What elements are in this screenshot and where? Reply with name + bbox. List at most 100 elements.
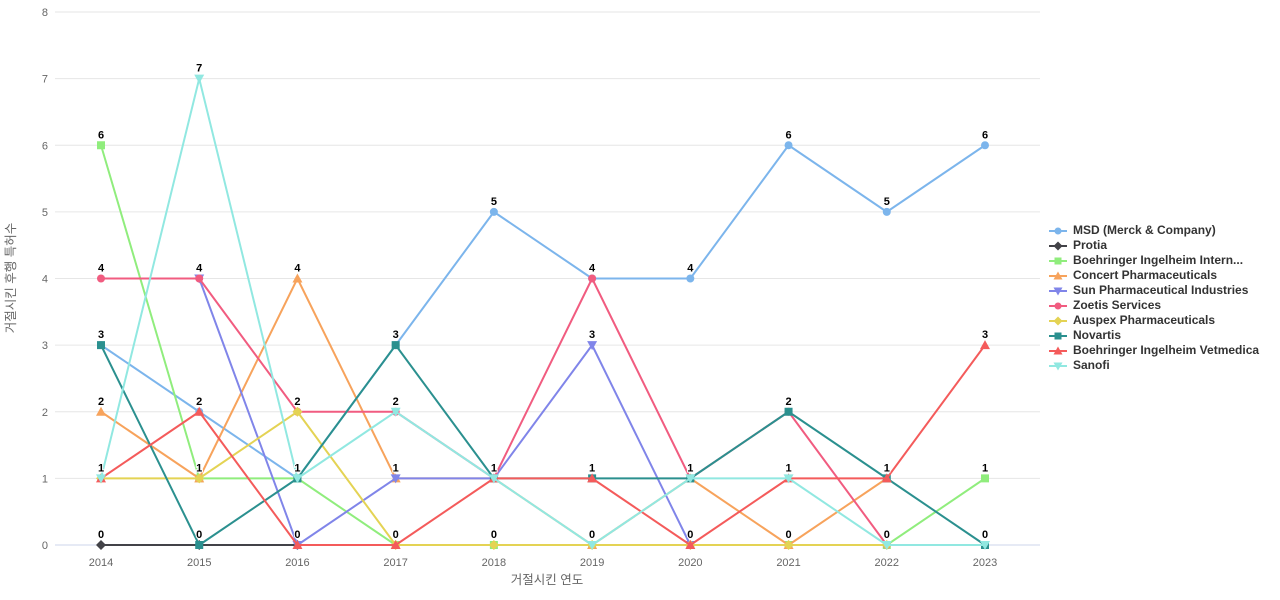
data-label: 0 <box>982 529 988 541</box>
legend-item-sun-pharmaceutical-industries[interactable]: Sun Pharmaceutical Industries <box>1048 283 1259 298</box>
triangle-marker-icon <box>1053 346 1063 354</box>
y-tick-label: 4 <box>42 274 48 286</box>
legend-label: Zoetis Services <box>1073 298 1162 312</box>
triangle-down-marker-icon <box>587 541 598 550</box>
y-axis-title: 거절시킨 후행 특허수 <box>3 223 18 333</box>
data-label: 1 <box>589 462 595 474</box>
triangle-marker-icon <box>587 473 598 483</box>
legend-item-concert-pharmaceuticals[interactable]: Concert Pharmaceuticals <box>1048 268 1259 283</box>
legend-item-boehringer-ingelheim-intern[interactable]: Boehringer Ingelheim Intern... <box>1048 253 1259 268</box>
legend-item-boehringer-ingelheim-vetmedica[interactable]: Boehringer Ingelheim Vetmedica <box>1048 343 1259 358</box>
legend-marker <box>1049 271 1067 279</box>
legend-label: Novartis <box>1073 328 1122 342</box>
circle-marker-icon <box>97 274 105 283</box>
data-label: 4 <box>98 263 105 275</box>
y-tick-label: 2 <box>42 407 48 419</box>
y-tick-label: 6 <box>42 140 48 152</box>
x-axis-title: 거절시킨 연도 <box>511 573 583 587</box>
series-msd-merck-company <box>97 141 989 483</box>
legend-marker <box>1049 346 1067 354</box>
x-tick-label: 2017 <box>383 557 407 569</box>
diamond-marker-icon <box>194 473 205 484</box>
data-label: 6 <box>982 129 988 141</box>
legend-marker <box>1049 362 1067 370</box>
circle-marker-icon <box>1054 302 1062 309</box>
x-tick-label: 2020 <box>678 557 702 569</box>
data-label: 2 <box>393 396 399 408</box>
legend-label: Concert Pharmaceuticals <box>1073 268 1218 282</box>
data-label: 6 <box>98 129 104 141</box>
square-marker-icon <box>1054 257 1062 264</box>
diamond-marker-icon <box>292 406 303 417</box>
square-marker-icon <box>1054 332 1062 339</box>
legend-marker <box>1049 302 1067 309</box>
triangle-marker-icon <box>685 540 696 549</box>
triangle-marker-icon <box>980 340 990 350</box>
legend-item-auspex-pharmaceuticals[interactable]: Auspex Pharmaceuticals <box>1048 313 1259 328</box>
y-tick-label: 3 <box>42 340 48 352</box>
data-label: 0 <box>393 529 399 541</box>
diamond-marker-icon <box>783 540 794 550</box>
data-label: 4 <box>687 263 694 275</box>
data-label: 0 <box>491 529 497 541</box>
y-tick-label: 8 <box>42 7 48 19</box>
triangle-marker-icon <box>881 473 892 483</box>
data-label: 5 <box>491 196 497 208</box>
triangle-down-marker-icon <box>390 474 401 484</box>
data-label: 1 <box>687 462 693 474</box>
series-line-msd-merck-company <box>100 144 986 480</box>
x-tick-label: 2022 <box>875 557 899 569</box>
circle-marker-icon <box>489 207 498 216</box>
legend-marker <box>1049 227 1067 234</box>
square-marker-icon <box>97 341 105 350</box>
legend-marker <box>1049 241 1067 250</box>
legend-label: Boehringer Ingelheim Vetmedica <box>1073 343 1260 357</box>
legend-marker <box>1049 332 1067 339</box>
circle-marker-icon <box>588 274 597 283</box>
x-tick-label: 2014 <box>89 557 113 569</box>
data-label: 0 <box>196 529 202 541</box>
legend-marker <box>1049 287 1067 295</box>
y-tick-label: 5 <box>42 207 48 219</box>
legend-label: Auspex Pharmaceuticals <box>1073 313 1216 327</box>
triangle-down-marker-icon <box>783 474 794 484</box>
series-line-sanofi <box>100 77 986 546</box>
triangle-down-marker-icon <box>96 474 106 484</box>
x-tick-label: 2015 <box>187 557 211 569</box>
series-line-sun-pharmaceutical-industries <box>198 277 692 546</box>
legend-item-sanofi[interactable]: Sanofi <box>1048 358 1259 373</box>
circle-marker-icon <box>981 141 989 150</box>
data-label: 1 <box>982 462 988 474</box>
data-label: 0 <box>884 529 890 541</box>
legend-item-msd-merck-company[interactable]: MSD (Merck & Company) <box>1048 223 1259 238</box>
data-label: 2 <box>196 396 202 408</box>
series-line-novartis <box>100 344 986 546</box>
x-tick-label: 2016 <box>285 557 309 569</box>
legend-item-novartis[interactable]: Novartis <box>1048 328 1259 343</box>
series-boehringer-ingelheim-vetmedica <box>96 340 990 549</box>
data-label: 5 <box>884 196 890 208</box>
square-marker-icon <box>195 541 204 549</box>
legend: MSD (Merck & Company) Protia Boehringer In… <box>1048 223 1259 373</box>
data-label: 1 <box>196 462 202 474</box>
circle-marker-icon <box>1054 227 1062 234</box>
legend-item-protia[interactable]: Protia <box>1048 238 1259 253</box>
legend-item-zoetis-services[interactable]: Zoetis Services <box>1048 298 1259 313</box>
diamond-marker-icon <box>1053 241 1063 250</box>
data-label: 3 <box>982 329 988 341</box>
diamond-marker-icon <box>96 540 106 550</box>
data-label: 6 <box>785 129 791 141</box>
y-tick-label: 7 <box>42 74 48 86</box>
y-axis-tick-labels: 0 1 2 3 4 5 6 7 8 <box>42 7 48 552</box>
data-label: 1 <box>884 462 890 474</box>
x-axis-tick-labels: 2014 2015 2016 2017 2018 2019 2020 2021 2022 2023 <box>89 557 997 569</box>
legend-marker <box>1049 316 1067 325</box>
legend-label: Boehringer Ingelheim Intern... <box>1073 253 1244 267</box>
data-label: 2 <box>98 396 104 408</box>
data-label: 3 <box>589 329 595 341</box>
square-marker-icon <box>391 341 400 350</box>
legend-label: Protia <box>1073 238 1108 252</box>
legend-label: Sun Pharmaceutical Industries <box>1073 283 1249 297</box>
